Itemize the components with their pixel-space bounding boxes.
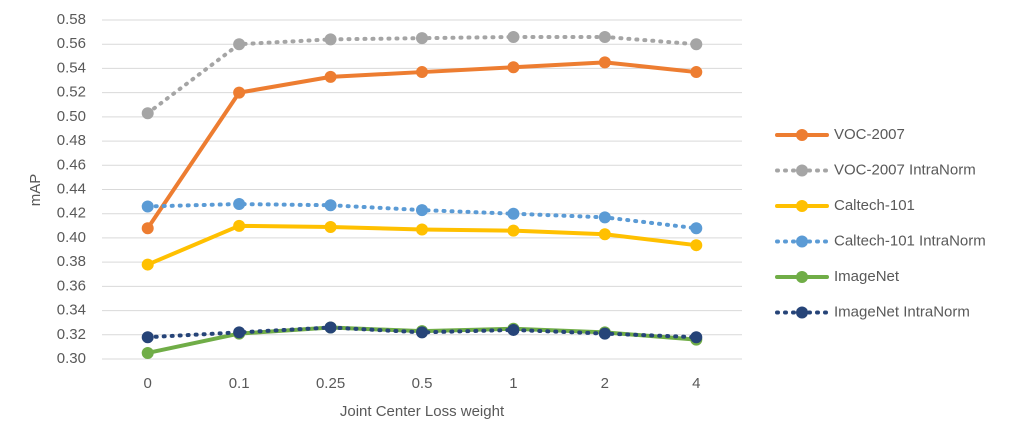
x-tick-label: 2: [601, 375, 609, 392]
data-point: [324, 33, 337, 46]
data-point: [324, 70, 337, 83]
data-point: [690, 66, 703, 79]
data-point: [141, 258, 154, 271]
x-tick-label: 1: [509, 375, 517, 392]
data-point: [598, 56, 611, 69]
data-point: [141, 200, 154, 213]
legend-label: VOC-2007 IntraNorm: [834, 161, 976, 178]
y-tick-label: 0.44: [57, 180, 86, 197]
y-tick-label: 0.40: [57, 229, 86, 246]
data-point: [416, 66, 428, 79]
y-tick-label: 0.32: [57, 326, 86, 343]
legend-label: Caltech-101 IntraNorm: [834, 232, 986, 249]
data-point: [690, 38, 703, 51]
y-tick-label: 0.46: [57, 156, 86, 173]
data-point: [598, 327, 611, 340]
data-point: [141, 107, 154, 120]
x-tick-label: 0.5: [412, 375, 433, 392]
data-point: [416, 223, 428, 236]
y-tick-label: 0.56: [57, 35, 86, 52]
data-point: [507, 61, 520, 74]
data-point: [416, 204, 428, 217]
data-point: [233, 198, 246, 211]
data-point: [690, 222, 703, 235]
x-tick-label: 0.1: [229, 375, 250, 392]
data-point: [324, 221, 337, 234]
y-tick-label: 0.58: [57, 11, 86, 28]
data-point: [141, 222, 154, 235]
data-point: [598, 228, 611, 241]
x-axis-label: Joint Center Loss weight: [340, 403, 505, 420]
legend-marker: [796, 164, 808, 177]
data-point: [233, 326, 246, 339]
data-point: [233, 219, 246, 232]
data-point: [507, 224, 520, 237]
y-tick-label: 0.36: [57, 277, 86, 294]
y-tick-label: 0.42: [57, 205, 86, 222]
data-point: [233, 86, 246, 99]
legend-marker: [796, 306, 808, 319]
data-point: [233, 38, 246, 51]
legend-label: ImageNet: [834, 268, 900, 285]
x-tick-label: 4: [692, 375, 700, 392]
legend-marker: [796, 271, 808, 283]
y-axis-label: mAP: [27, 174, 44, 207]
data-point: [141, 346, 154, 359]
legend-label: ImageNet IntraNorm: [834, 303, 970, 320]
data-point: [690, 331, 703, 344]
data-point: [324, 199, 337, 212]
data-point: [507, 30, 520, 43]
y-tick-label: 0.50: [57, 108, 86, 125]
legend-label: VOC-2007: [834, 126, 905, 143]
data-point: [507, 323, 520, 336]
data-point: [416, 32, 428, 45]
data-point: [141, 331, 154, 344]
data-point: [324, 321, 337, 334]
data-point: [690, 239, 703, 252]
data-point: [598, 30, 611, 43]
y-tick-label: 0.54: [57, 59, 86, 76]
legend-marker: [796, 200, 808, 212]
y-tick-label: 0.30: [57, 350, 86, 367]
legend-label: Caltech-101: [834, 197, 915, 214]
data-point: [507, 207, 520, 220]
legend-marker: [796, 129, 808, 141]
y-tick-label: 0.34: [57, 302, 86, 319]
data-point: [598, 211, 611, 224]
y-tick-label: 0.48: [57, 132, 86, 149]
y-tick-label: 0.38: [57, 253, 86, 270]
x-tick-label: 0: [144, 375, 152, 392]
legend-marker: [796, 235, 808, 248]
data-point: [416, 326, 428, 339]
x-tick-label: 0.25: [316, 375, 345, 392]
y-tick-label: 0.52: [57, 84, 86, 101]
